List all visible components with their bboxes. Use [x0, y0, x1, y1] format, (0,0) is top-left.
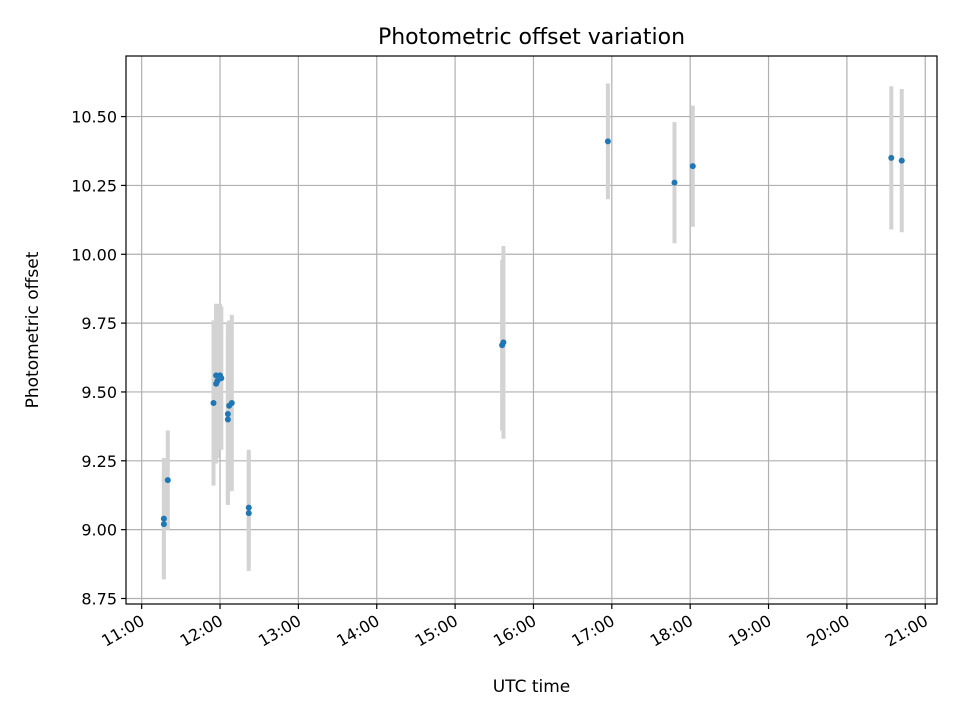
plot-frame — [125, 55, 938, 605]
data-point — [228, 399, 235, 406]
x-tick-label: 12:00 — [177, 611, 226, 651]
data-point — [210, 399, 217, 406]
x-tick-label: 19:00 — [725, 611, 774, 651]
data-point — [224, 416, 231, 423]
x-tick-label: 21:00 — [882, 611, 931, 651]
x-tick-label: 16:00 — [490, 611, 539, 651]
data-point — [160, 521, 167, 528]
data-point — [898, 157, 905, 164]
error-bars — [161, 83, 904, 580]
data-point — [500, 339, 507, 346]
chart-title: Photometric offset variation — [378, 25, 685, 50]
data-point — [224, 410, 231, 417]
x-tick-label: 20:00 — [803, 611, 852, 651]
data-point — [245, 510, 252, 517]
x-tick-label: 11:00 — [98, 611, 147, 651]
x-axis-label: UTC time — [493, 677, 571, 697]
x-tick-label: 18:00 — [647, 611, 696, 651]
y-tick-label: 9.50 — [81, 383, 117, 402]
y-tick-label: 8.75 — [81, 589, 117, 608]
y-tick-label: 9.00 — [81, 521, 117, 540]
x-tick-label: 13:00 — [255, 611, 304, 651]
data-point — [671, 179, 678, 186]
y-axis-ticks: 8.75 9.00 9.25 9.50 9.75 10.00 10.25 10.50 — [71, 108, 126, 608]
data-point — [160, 515, 167, 522]
y-axis-label: Photometric offset — [23, 251, 43, 408]
y-tick-label: 9.25 — [81, 452, 117, 471]
data-point — [164, 477, 171, 484]
x-tick-label: 17:00 — [568, 611, 617, 651]
y-tick-label: 10.50 — [71, 108, 117, 127]
data-point — [888, 154, 895, 161]
data-point — [689, 163, 696, 170]
x-tick-label: 14:00 — [333, 611, 382, 651]
data-point — [604, 138, 611, 145]
data-point — [245, 504, 252, 511]
y-tick-label: 10.25 — [71, 176, 117, 195]
y-tick-label: 9.75 — [81, 314, 117, 333]
y-tick-label: 10.00 — [71, 245, 117, 264]
data-points — [160, 138, 905, 528]
grid — [126, 56, 937, 604]
x-tick-label: 15:00 — [412, 611, 461, 651]
data-point — [218, 375, 225, 382]
x-axis-ticks: 11:00 12:00 13:00 14:00 15:00 16:00 17:00 18:00… — [98, 604, 931, 651]
